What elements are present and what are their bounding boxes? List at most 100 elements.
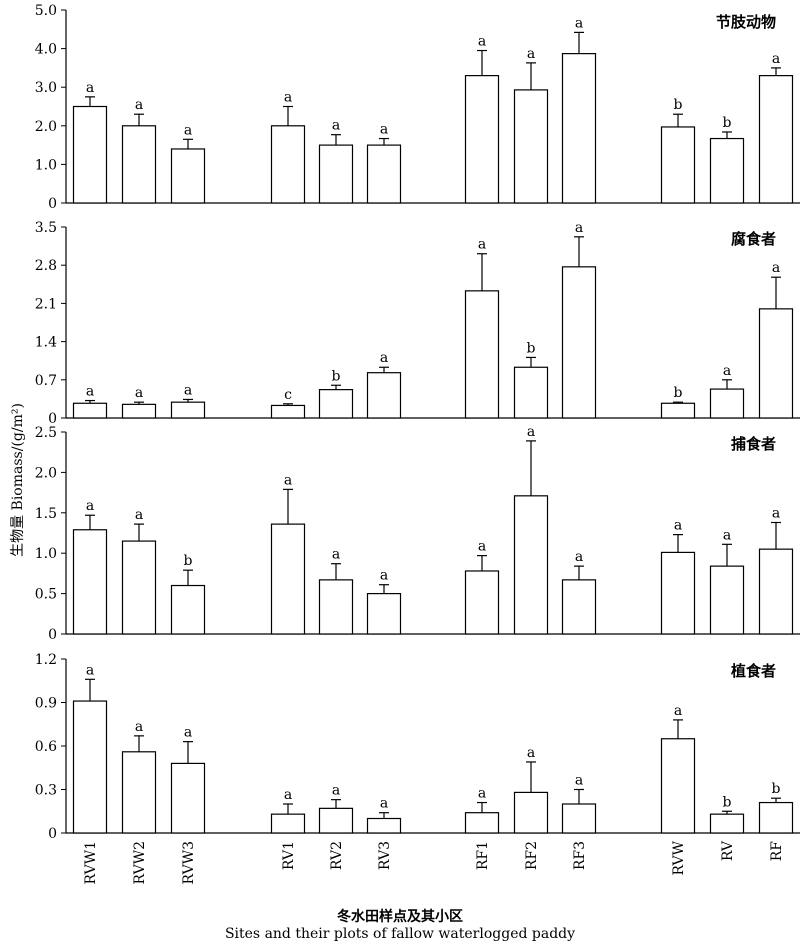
significance-letter: a <box>772 260 780 276</box>
significance-letter: a <box>284 90 292 106</box>
y-axis-label-container: 生物量 Biomass/(g/m²) <box>2 300 32 660</box>
x-category-label: RVW <box>671 840 687 875</box>
significance-letter: a <box>332 783 340 799</box>
significance-letter: a <box>184 122 192 138</box>
chart-panel-3: 0 0.5 1.0 1.5 2.0 2.5 捕食者 a a b a a a a a a a a a <box>35 424 800 643</box>
x-category-label: RV1 <box>281 841 297 870</box>
y-tick-label: 0.7 <box>35 373 57 389</box>
bar <box>270 125 306 204</box>
significance-letter: a <box>184 382 192 398</box>
bar <box>513 495 549 635</box>
bar <box>72 105 108 204</box>
y-tick-label: 0 <box>48 826 57 842</box>
x-category-label: RF1 <box>475 841 491 870</box>
significance-letter: a <box>527 745 535 761</box>
bar <box>709 137 745 204</box>
y-tick-label: 0.9 <box>35 696 57 712</box>
y-tick-label: 1.0 <box>35 157 57 173</box>
significance-letter: a <box>380 568 388 584</box>
y-tick-label: 0.6 <box>35 739 57 755</box>
significance-letter: b <box>772 781 781 797</box>
x-category-label: RVW1 <box>83 841 99 884</box>
bar <box>270 813 306 834</box>
bar <box>758 801 794 834</box>
x-axis-title-en: Sites and their plots of fallow waterlog… <box>224 926 576 942</box>
y-tick-label: 1.4 <box>35 335 57 351</box>
bar <box>660 402 696 419</box>
significance-letter: a <box>478 786 486 802</box>
y-tick-label: 1.2 <box>35 652 57 668</box>
bar <box>709 565 745 635</box>
significance-letter: a <box>86 384 94 400</box>
significance-letter: b <box>332 368 341 384</box>
bar <box>72 700 108 834</box>
significance-letter: a <box>184 725 192 741</box>
y-tick-label: 0 <box>48 627 57 643</box>
y-tick-label: 0.3 <box>35 783 57 799</box>
bar <box>270 523 306 635</box>
x-category-label: RV <box>720 840 736 861</box>
bar <box>121 403 157 419</box>
significance-letter: a <box>86 662 94 678</box>
y-tick-label: 3.0 <box>35 80 57 96</box>
bar <box>561 803 597 834</box>
y-tick-label: 2.8 <box>35 258 57 274</box>
significance-letter: a <box>284 787 292 803</box>
bar <box>170 401 206 419</box>
significance-letter: a <box>380 796 388 812</box>
significance-letter: a <box>723 527 731 543</box>
chart-panel-1: 0 1.0 2.0 3.0 4.0 5.0 节肢动物 a a a a a a a a a b b a <box>35 3 800 212</box>
bar <box>366 817 402 834</box>
significance-letter: b <box>184 553 193 569</box>
bar <box>709 388 745 419</box>
bar <box>660 551 696 635</box>
bar <box>121 125 157 204</box>
significance-letter: a <box>527 424 535 440</box>
bar <box>758 308 794 419</box>
bar <box>366 592 402 635</box>
bar <box>561 266 597 419</box>
y-tick-label: 1.5 <box>35 506 57 522</box>
x-category-label: RF3 <box>572 841 588 870</box>
significance-letter: a <box>86 498 94 514</box>
bar <box>464 290 500 419</box>
bar <box>121 751 157 834</box>
significance-letter: a <box>478 34 486 50</box>
bar <box>513 791 549 834</box>
y-tick-label: 0 <box>48 411 57 427</box>
significance-letter: a <box>86 80 94 96</box>
bar <box>72 402 108 419</box>
significance-letter: a <box>284 472 292 488</box>
bar <box>170 584 206 635</box>
significance-letter: a <box>772 505 780 521</box>
significance-letter: a <box>527 46 535 62</box>
significance-letter: a <box>575 15 583 31</box>
y-tick-label: 2.1 <box>35 296 57 312</box>
significance-letter: b <box>674 97 683 113</box>
bar <box>464 75 500 204</box>
significance-letter: a <box>723 363 731 379</box>
bar <box>464 812 500 834</box>
bar <box>464 570 500 635</box>
bar <box>318 144 354 204</box>
bar <box>366 144 402 204</box>
bar <box>318 807 354 834</box>
significance-letter: b <box>723 115 732 131</box>
bar <box>270 404 306 419</box>
y-tick-label: 2.0 <box>35 119 57 135</box>
chart-panel-4: 0 0.3 0.6 0.9 1.2 植食者 a a a a a a a a a a b b <box>35 652 800 842</box>
bar <box>121 540 157 635</box>
significance-letter: b <box>723 794 732 810</box>
significance-letter: a <box>135 507 143 523</box>
significance-letter: a <box>135 97 143 113</box>
significance-letter: b <box>674 385 683 401</box>
significance-letter: a <box>674 703 682 719</box>
bar <box>758 75 794 204</box>
significance-letter: a <box>575 773 583 789</box>
y-tick-label: 2.5 <box>35 425 57 441</box>
bar <box>366 372 402 419</box>
bar <box>758 548 794 635</box>
y-tick-label: 5.0 <box>35 3 57 19</box>
significance-letter: a <box>772 51 780 67</box>
y-tick-label: 1.0 <box>35 546 57 562</box>
